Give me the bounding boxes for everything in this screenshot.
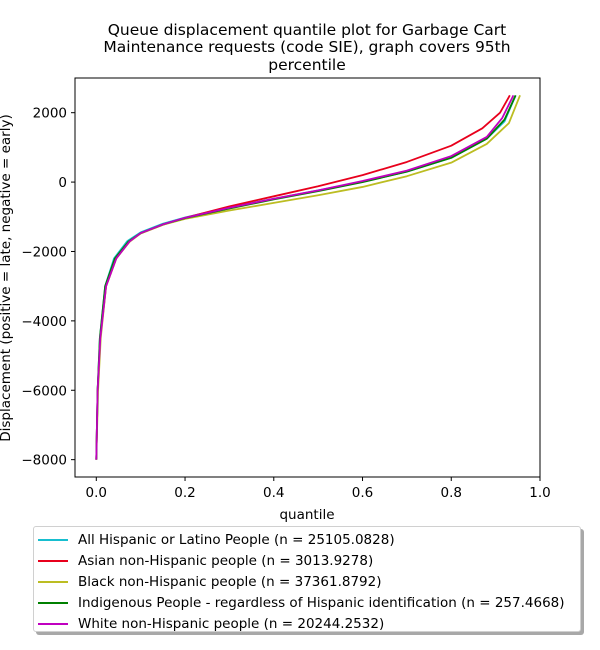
x-tick-label: 0.8 [441,485,462,501]
legend-label: All Hispanic or Latino People (n = 25105… [78,531,395,548]
legend-swatch [38,601,68,604]
series-line-3 [95,94,517,460]
legend-item: Indigenous People - regardless of Hispan… [38,592,580,613]
x-tick-label: 0.6 [352,485,373,501]
chart-title: Queue displacement quantile plot for Gar… [103,21,510,74]
x-tick-label: 0.4 [263,485,284,501]
y-tick-label: −4000 [21,314,67,330]
legend-label: Indigenous People - regardless of Hispan… [78,594,565,611]
x-axis: 0.0 0.2 0.4 0.6 0.8 1.0 [86,477,551,501]
legend-swatch [38,580,68,583]
x-axis-label: quantile [279,507,334,523]
legend-item: Asian non-Hispanic people (n = 3013.9278… [38,550,580,571]
plot-area-frame [74,77,541,478]
series-line-1 [95,94,511,460]
x-tick-label: 0.0 [86,485,107,501]
y-tick-label: 0 [58,175,67,191]
y-axis-label: Displacement (positive = late, negative … [0,114,14,442]
legend-swatch [38,559,68,562]
legend-label: White non-Hispanic people (n = 20244.253… [78,615,385,632]
chart-title-line-3: percentile [268,56,346,74]
chart-title-line-2: Maintenance requests (code SIE), graph c… [103,38,510,56]
series-line-2 [95,95,521,460]
legend-label: Black non-Hispanic people (n = 37361.879… [78,573,382,590]
y-tick-label: −6000 [21,383,67,399]
y-tick-label: 2000 [33,106,67,122]
y-tick-label: −8000 [21,453,67,469]
series-lines [95,94,521,460]
y-tick-label: −2000 [21,244,67,260]
legend-item: All Hispanic or Latino People (n = 25105… [38,529,580,550]
legend-item: White non-Hispanic people (n = 20244.253… [38,613,580,634]
legend-item: Black non-Hispanic people (n = 37361.879… [38,571,580,592]
series-line-4 [95,94,515,460]
legend-label: Asian non-Hispanic people (n = 3013.9278… [78,552,374,569]
x-tick-label: 0.2 [174,485,195,501]
series-line-0 [95,94,517,460]
legend-swatch [38,538,68,541]
legend-swatch [38,622,68,625]
legend: All Hispanic or Latino People (n = 25105… [33,526,581,632]
chart-title-line-1: Queue displacement quantile plot for Gar… [108,21,507,39]
y-axis: −8000 −6000 −4000 −2000 0 2000 [21,106,75,469]
x-tick-label: 1.0 [529,485,550,501]
